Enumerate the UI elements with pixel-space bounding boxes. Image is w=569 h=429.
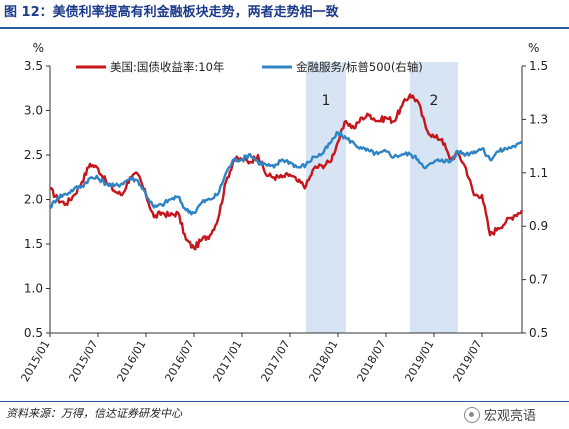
left-tick-label: 3.5: [24, 59, 43, 73]
x-tick-label: 2018/01: [306, 338, 340, 384]
left-tick-label: 1.0: [24, 282, 43, 296]
title-divider: [0, 27, 569, 29]
shaded-region-2: [410, 62, 458, 333]
legend-label-us-yield: 美国:国债收益率:10年: [110, 60, 224, 74]
x-tick-label: 2017/07: [258, 338, 292, 384]
right-tick-label: 0.5: [529, 326, 548, 340]
watermark-text: 宏观亮语: [484, 409, 537, 424]
right-tick-label: 1.3: [529, 112, 548, 126]
line-chart: 1 2 0.5 1.0 1.5 2.0 2.5 3.0 3.5% 0.5 0.7 0.9 1.1 1.3 1…: [18, 41, 548, 384]
left-tick-label: 2.5: [24, 148, 43, 162]
footer-divider: [0, 401, 569, 402]
left-axis-unit: %: [33, 41, 44, 55]
shaded-region-1: [306, 62, 346, 333]
wechat-icon: [464, 406, 480, 423]
right-tick-label: 0.9: [529, 219, 548, 233]
left-tick-label: 0.5: [24, 326, 43, 340]
right-tick-label: 0.7: [529, 273, 548, 287]
x-tick-label: 2018/07: [354, 338, 388, 384]
figure-title-bar: 图 12：美债利率提高有利金融板块走势，两者走势相一致: [0, 0, 569, 26]
x-tick-label: 2016/07: [162, 338, 196, 384]
x-tick-label: 2019/07: [450, 338, 484, 384]
x-tick-label: 2019/01: [402, 338, 436, 384]
series-line-us-10y-yield: [49, 93, 524, 251]
right-axis-unit: %: [528, 41, 539, 55]
shaded-region-label-2: 2: [430, 93, 439, 109]
left-tick-label: 2.0: [24, 193, 43, 207]
x-tick-label: 2015/01: [18, 338, 52, 384]
x-tick-label: 2017/01: [210, 338, 244, 384]
figure-title: 图 12：美债利率提高有利金融板块走势，两者走势相一致: [4, 5, 339, 20]
shaded-region-label-1: 1: [322, 93, 331, 109]
watermark: 宏观亮语: [464, 405, 536, 424]
right-tick-label: 1.5: [529, 59, 548, 73]
source-note: 资料来源：万得，信达证券研发中心: [6, 407, 182, 420]
left-tick-label: 3.0: [24, 104, 43, 118]
x-tick-label: 2016/01: [114, 338, 148, 384]
series-line-financials-vs-sp500: [50, 131, 523, 216]
legend-label-financials: 金融服务/标普500(右轴): [296, 60, 423, 74]
right-tick-label: 1.1: [529, 166, 548, 180]
left-tick-label: 1.5: [24, 237, 43, 251]
x-tick-label: 2015/07: [66, 338, 100, 384]
